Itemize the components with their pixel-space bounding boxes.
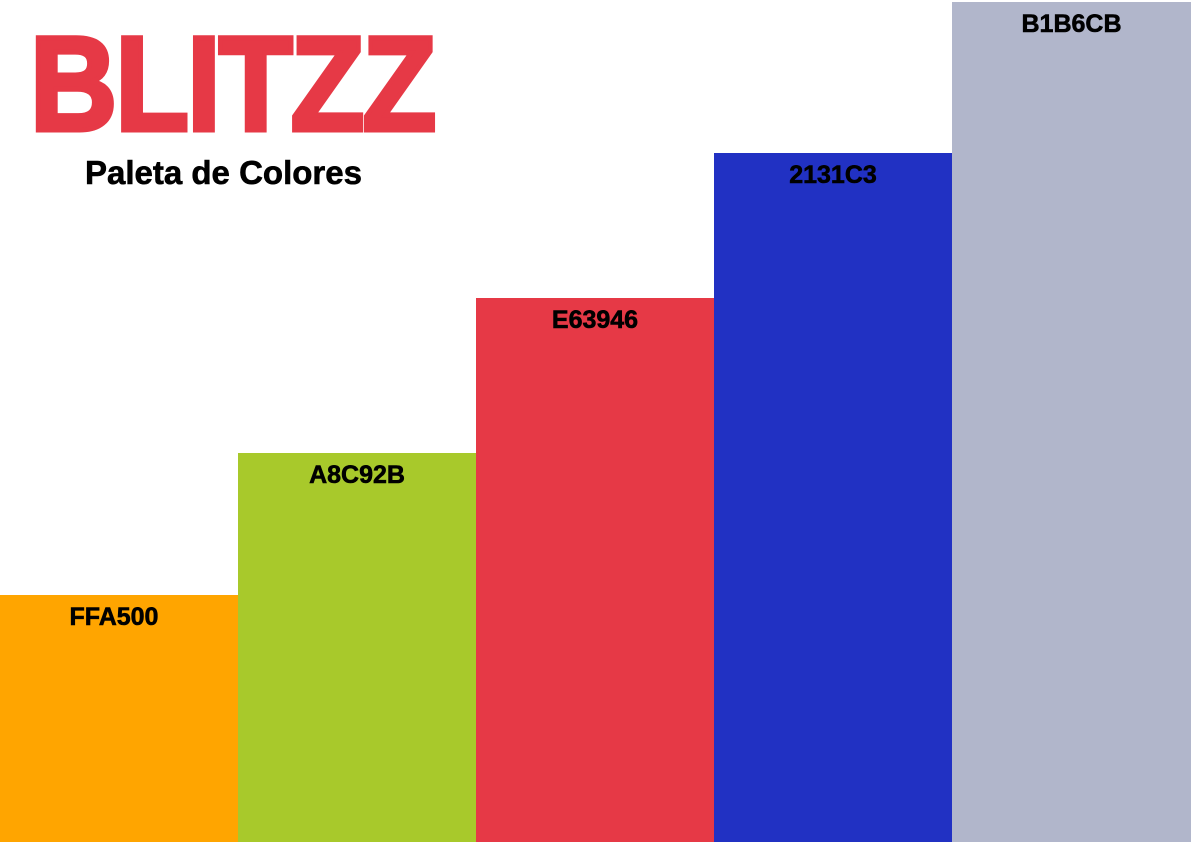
palette-title: Paleta de Colores — [85, 154, 363, 192]
color-swatch-2: A8C92B — [238, 453, 476, 842]
color-code: 2131C3 — [789, 161, 877, 190]
color-swatch-4: 2131C3 — [714, 153, 952, 842]
color-swatch-1: FFA500 — [0, 595, 238, 842]
color-code: FFA500 — [69, 603, 159, 632]
color-swatch-3: E63946 — [476, 298, 714, 842]
color-code: B1B6CB — [1021, 10, 1122, 39]
brand-logo: BLITZZ — [28, 8, 439, 162]
color-code: A8C92B — [309, 461, 405, 490]
color-swatch-5: B1B6CB — [952, 2, 1191, 842]
color-code: E63946 — [551, 306, 639, 335]
